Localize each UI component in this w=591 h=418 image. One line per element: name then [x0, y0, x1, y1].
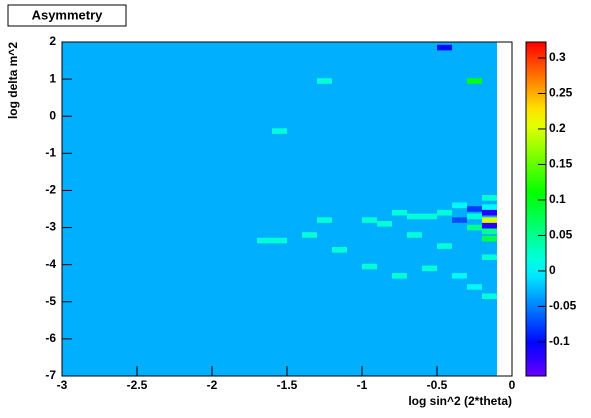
cell [467, 213, 482, 220]
cell [317, 78, 332, 84]
cell [482, 204, 497, 210]
z-tick-label: 0.1 [549, 192, 566, 206]
y-tick-label: -1 [45, 146, 56, 160]
cell [362, 217, 377, 223]
cell [467, 206, 482, 212]
z-tick-label: 0.3 [549, 50, 566, 64]
cell [467, 224, 482, 231]
cell [407, 213, 422, 220]
cell [452, 273, 467, 279]
x-tick-label: -3 [57, 378, 68, 392]
cell [437, 243, 452, 249]
cell [467, 284, 482, 290]
cell [392, 273, 407, 279]
y-tick-label: -6 [45, 331, 56, 345]
cell [302, 232, 317, 238]
x-axis-label: log sin^2 (2*theta) [408, 394, 512, 408]
cell [437, 44, 452, 51]
cell [482, 222, 497, 229]
x-tick-label: -1.5 [277, 378, 298, 392]
x-tick-label: -0.5 [427, 378, 448, 392]
cell [467, 78, 482, 84]
cell [272, 237, 287, 244]
z-tick-label: 0 [549, 263, 556, 277]
y-tick-label: -5 [45, 294, 56, 308]
cell [482, 254, 497, 261]
x-tick-label: -2.5 [127, 378, 148, 392]
y-tick-label: 0 [49, 108, 56, 122]
z-tick-label: 0.25 [549, 86, 573, 100]
cell [272, 128, 287, 134]
cell [407, 232, 422, 238]
z-tick-label: 0.05 [549, 228, 573, 242]
colorbar [525, 41, 547, 377]
z-tick-label: -0.05 [549, 299, 577, 313]
cell [437, 209, 452, 216]
fill-region [62, 42, 497, 376]
y-tick-label: 2 [49, 34, 56, 48]
cell [482, 217, 497, 223]
cell [317, 217, 332, 223]
y-tick-label: -7 [45, 368, 56, 382]
x-tick-label: 0 [509, 378, 516, 392]
cell [482, 293, 497, 299]
y-axis-label: log delta m^2 [6, 42, 20, 119]
cell [452, 202, 467, 209]
x-tick-label: -1 [357, 378, 368, 392]
x-tick-label: -2 [207, 378, 218, 392]
cell [332, 247, 347, 253]
y-tick-label: -2 [45, 183, 56, 197]
cell [482, 209, 497, 216]
cell [422, 213, 437, 220]
y-tick-label: -4 [45, 257, 56, 271]
y-tick-label: -3 [45, 220, 56, 234]
cell [362, 263, 377, 270]
z-tick-label: -0.1 [549, 334, 570, 348]
cell [452, 217, 467, 223]
chart-title: Asymmetry [32, 7, 104, 22]
cell [257, 237, 272, 244]
cell [482, 228, 497, 235]
z-tick-label: 0.15 [549, 157, 573, 171]
cell [392, 209, 407, 216]
y-tick-label: 1 [49, 71, 56, 85]
cell [482, 195, 497, 201]
z-tick-label: 0.2 [549, 121, 566, 135]
cell [422, 265, 437, 272]
cell [377, 221, 392, 227]
cell [482, 235, 497, 242]
title-box [7, 4, 127, 27]
